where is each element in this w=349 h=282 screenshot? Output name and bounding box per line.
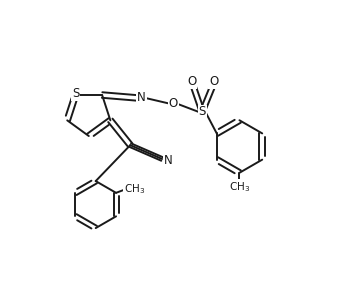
Text: S: S: [72, 87, 79, 100]
Text: CH$_3$: CH$_3$: [229, 180, 250, 193]
Text: S: S: [199, 105, 206, 118]
Text: O: O: [209, 75, 219, 88]
Text: N: N: [137, 91, 146, 104]
Text: CH$_3$: CH$_3$: [124, 182, 146, 196]
Text: O: O: [169, 97, 178, 110]
Text: O: O: [187, 75, 196, 88]
Text: N: N: [164, 154, 173, 167]
